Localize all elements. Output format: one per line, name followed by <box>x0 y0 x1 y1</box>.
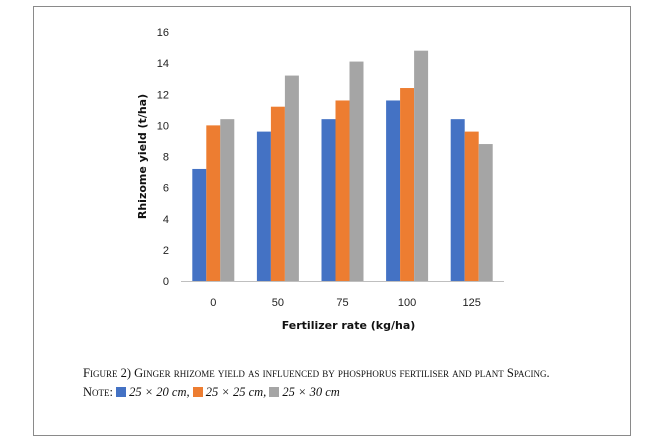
x-axis-title: Fertilizer rate (kg/ha) <box>282 319 416 332</box>
bar-chart: 0 2 4 6 8 10 12 14 16 0 50 75 100 125 Rhizome yield … <box>136 27 504 332</box>
figure-label: Figure 2) <box>83 366 131 380</box>
legend-item-2: 25 × 25 cm, <box>192 385 270 399</box>
y-tick-label: 6 <box>163 183 169 195</box>
bar-2-75 <box>335 100 350 281</box>
bar-3-0 <box>220 119 235 282</box>
bar-1-50 <box>256 131 271 281</box>
legend-label-3: 25 × 30 cm <box>282 385 340 399</box>
y-tick-label: 12 <box>157 89 169 101</box>
caption-text: Ginger rhizome yield as influenced by ph… <box>134 366 550 380</box>
x-tick-label: 100 <box>398 297 416 309</box>
y-tick-label: 2 <box>163 245 169 257</box>
y-tick-label: 4 <box>163 214 169 226</box>
x-tick-label: 0 <box>210 297 216 309</box>
bar-2-50 <box>270 106 285 281</box>
caption-line: Figure 2) Ginger rhizome yield as influe… <box>83 364 623 383</box>
bar-3-50 <box>284 75 299 281</box>
bar-2-0 <box>206 125 221 281</box>
y-tick-label: 16 <box>157 27 169 39</box>
x-tick-label: 50 <box>272 297 284 309</box>
y-tick-label: 10 <box>157 120 169 132</box>
bar-3-75 <box>349 61 364 281</box>
x-tick-label: 125 <box>463 297 481 309</box>
bar-1-75 <box>321 119 336 282</box>
legend-swatch-3 <box>269 387 280 397</box>
note-label: Note: <box>83 385 113 399</box>
bar-2-100 <box>400 88 415 282</box>
y-tick-label: 14 <box>157 58 169 70</box>
y-tick-label: 8 <box>163 152 169 164</box>
figure-frame: 0 2 4 6 8 10 12 14 16 0 50 75 100 125 Rhizome yield … <box>33 6 631 436</box>
x-axis-ticks: 0 50 75 100 125 <box>210 297 481 309</box>
legend-item-3: 25 × 30 cm <box>269 385 340 399</box>
bar-1-125 <box>450 119 465 282</box>
y-tick-label: 0 <box>163 276 169 288</box>
legend: Note: 25 × 20 cm, 25 × 25 cm, 25 × 30 cm <box>83 383 623 402</box>
x-tick-label: 75 <box>336 297 348 309</box>
legend-swatch-1 <box>116 387 127 397</box>
bar-2-125 <box>464 131 479 281</box>
figure-caption: Figure 2) Ginger rhizome yield as influe… <box>83 364 623 402</box>
y-axis-ticks: 0 2 4 6 8 10 12 14 16 <box>157 27 169 288</box>
legend-label-2: 25 × 25 cm, <box>205 385 267 399</box>
bar-3-125 <box>478 144 493 281</box>
legend-label-1: 25 × 20 cm, <box>129 385 190 399</box>
legend-swatch-2 <box>192 387 203 397</box>
bar-3-100 <box>414 50 429 281</box>
bars <box>192 50 493 282</box>
bar-1-100 <box>386 100 401 281</box>
legend-item-1: 25 × 20 cm, <box>116 385 193 399</box>
bar-1-0 <box>192 168 207 281</box>
y-axis-title: Rhizome yield (t/ha) <box>136 94 149 219</box>
